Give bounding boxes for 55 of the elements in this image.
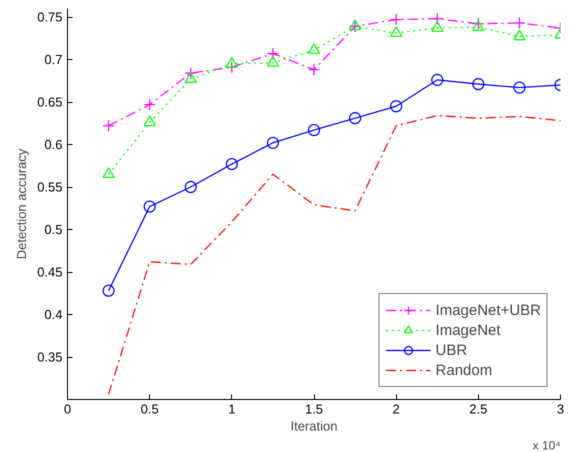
point [431,12,444,25]
point [431,21,444,32]
x-tick-label: 2.5 [469,402,488,416]
point [431,74,444,86]
point [102,284,115,297]
point [513,81,526,94]
y-axis-title: Detection accuracy [14,148,30,260]
x-tick-label: 0 [64,402,72,416]
point [266,56,280,67]
y-tick-label: 0.6 [44,137,63,152]
point [348,112,362,124]
y-tick-label: 0.35 [37,350,63,364]
point [472,18,484,30]
point [226,158,238,170]
x-tick-label: 3 [556,402,564,416]
text: x 10⁴ [532,438,561,452]
point [184,72,197,83]
point [308,43,320,54]
point [266,136,280,149]
legend-label: ImageNet+UBR [436,302,541,318]
point [390,26,402,37]
y-tick-label: 0.4 [44,307,63,322]
x-tick-label: 0.5 [140,402,159,416]
point [184,180,197,194]
x-tick-label: 1 [228,402,236,416]
point [144,200,156,213]
point [102,120,115,132]
line-series [108,115,560,395]
point [144,115,156,126]
y-tick-label: 0.55 [37,180,63,194]
point [144,98,156,111]
point [266,47,280,60]
legend-label: ImageNet [436,322,501,338]
y-tick-label: 0.5 [44,222,63,237]
point [226,56,238,68]
point [390,100,402,112]
point [308,64,320,76]
point [184,67,197,80]
x-tick-label: 2 [392,402,400,416]
y-tick-label: 0.45 [37,264,63,280]
y-tick-label: 0.75 [37,10,63,24]
legend-label: Random [436,362,492,378]
point [513,30,526,40]
point [308,124,320,136]
x-tick-label: 1.5 [304,402,324,416]
point [513,16,526,30]
y-tick-label: 0.65 [37,94,63,110]
x-axis-title: Iteration [290,418,338,434]
point [472,78,484,90]
point [226,61,238,74]
legend-label: UBR [436,342,468,358]
point [102,167,115,178]
point [390,13,402,26]
point [472,20,484,31]
y-tick-label: 0.7 [44,52,63,67]
